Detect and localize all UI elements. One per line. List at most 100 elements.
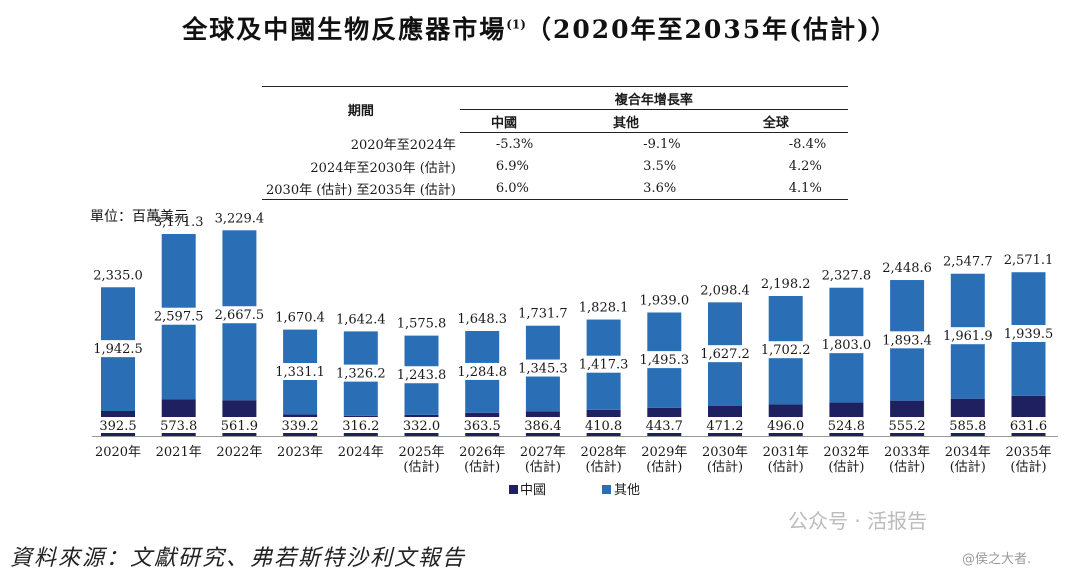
data-label-china: 443.7 (646, 419, 683, 434)
category-label: 2035年 (1005, 445, 1051, 460)
data-label-total: 1,670.4 (275, 311, 325, 326)
label-box-other (212, 306, 267, 324)
data-label-total: 2,547.7 (943, 255, 993, 270)
category-label: 2034年 (945, 445, 991, 460)
label-box-china (399, 417, 444, 433)
label-box-other (273, 362, 328, 380)
label-box-other (698, 345, 752, 363)
legend-swatch-china (509, 485, 518, 494)
label-box-china (338, 417, 383, 433)
category-label: 2026年 (459, 445, 505, 460)
data-label-total: 3,171.3 (154, 215, 204, 230)
data-label-other: 1,284.8 (457, 365, 507, 380)
data-label-total: 2,198.2 (761, 277, 811, 292)
data-label-other: 1,702.2 (761, 343, 811, 358)
category-label: 2020年 (95, 445, 141, 460)
category-label: 2032年 (823, 445, 869, 460)
data-label-china: 471.2 (706, 419, 743, 434)
data-label-china: 410.8 (585, 419, 622, 434)
data-label-total: 1,575.8 (397, 317, 447, 332)
label-box-china (703, 417, 747, 433)
title-main: 全球及中國生物反應器市場 (182, 15, 507, 44)
category-label: (估計) (586, 459, 622, 475)
category-label: (估計) (828, 459, 864, 475)
data-label-china: 363.5 (464, 419, 501, 434)
cagr-period: 2030年 (估計) 至2035年 (估計) (262, 177, 460, 200)
cagr-col-china: 中國 (459, 109, 549, 133)
category-label: 2028年 (581, 445, 627, 460)
label-box-other (758, 341, 813, 359)
category-label: (估計) (889, 459, 925, 475)
label-box-china (581, 417, 626, 433)
data-label-china: 561.9 (221, 419, 258, 434)
label-box-other (819, 336, 874, 354)
cagr-value: 6.0% (459, 177, 549, 200)
data-label-china: 573.8 (160, 419, 197, 434)
category-label: (估計) (768, 459, 804, 475)
category-label: (估計) (646, 459, 682, 475)
data-label-other: 1,331.1 (275, 365, 325, 380)
category-label: 2025年 (398, 445, 444, 460)
label-box-other (576, 355, 631, 373)
cagr-subheader-row: 中國 其他 全球 (262, 109, 848, 133)
category-label: 2027年 (520, 445, 566, 460)
label-box-china (520, 417, 565, 433)
category-label: 2031年 (763, 445, 809, 460)
data-label-china: 555.2 (888, 419, 925, 434)
source-note: 資料來源：文獻研究、弗若斯特沙利文報告 (10, 546, 467, 571)
cagr-value: 6.9% (495, 158, 529, 174)
cagr-table: 期間 複合年增長率 中國 其他 全球 2020年至2024年 -5.3% -9.… (262, 86, 848, 200)
data-label-total: 1,828.1 (579, 301, 629, 316)
cagr-row: 2020年至2024年 -5.3% -9.1% -8.4% (262, 133, 848, 156)
data-label-china: 496.0 (767, 419, 804, 434)
label-box-china (460, 417, 505, 433)
cagr-period: 2020年至2024年 (350, 138, 456, 154)
cagr-period: 2024年至2030年 (估計) (310, 160, 456, 176)
cagr-col-other: 其他 (548, 109, 704, 133)
label-box-other (333, 364, 388, 382)
data-label-total: 2,448.6 (882, 261, 932, 276)
cagr-value: 3.5% (643, 158, 677, 174)
label-box-china (642, 417, 687, 433)
data-label-other: 1,893.4 (882, 333, 932, 348)
data-label-other: 1,326.2 (336, 367, 386, 382)
cagr-row: 2024年至2030年 (估計) 6.9% 3.5% 4.2% (262, 155, 848, 177)
title-footnote: (1) (506, 17, 526, 32)
watermark-text: 公众号 · 活报告 (788, 509, 928, 533)
data-label-total: 1,939.0 (639, 293, 689, 308)
label-box-china (824, 417, 869, 433)
label-box-china (156, 417, 201, 433)
label-box-china (763, 417, 808, 433)
legend-label-china: 中國 (520, 483, 546, 498)
label-box-china (1006, 417, 1051, 433)
data-label-other: 2,667.5 (215, 308, 265, 323)
data-label-total: 2,327.8 (822, 269, 872, 284)
data-label-china: 524.8 (828, 419, 865, 434)
category-label: (估計) (707, 459, 743, 475)
data-label-other: 1,417.3 (579, 358, 629, 373)
data-label-total: 2,571.1 (1004, 253, 1054, 268)
data-label-other: 1,495.3 (639, 353, 689, 368)
label-box-other (880, 331, 935, 349)
label-box-china (278, 417, 323, 433)
label-box-other (151, 307, 206, 325)
cagr-value: -8.4% (788, 136, 827, 152)
cagr-row: 2030年 (估計) 至2035年 (估計) 6.0% 3.6% 4.1% (262, 177, 848, 200)
unit-label: 單位：百萬美元 (90, 209, 188, 225)
category-label: (估計) (464, 459, 500, 475)
category-label: 2024年 (338, 445, 384, 460)
data-label-china: 332.0 (403, 419, 440, 434)
cagr-group-header: 複合年增長率 (459, 86, 848, 110)
label-box-china (885, 417, 930, 433)
category-label: 2022年 (216, 445, 262, 460)
cagr-value: -9.1% (643, 136, 681, 152)
data-label-other: 1,627.2 (700, 347, 750, 362)
data-label-total: 1,731.7 (518, 307, 568, 322)
label-box-other (91, 340, 145, 358)
chart-title: 全球及中國生物反應器市場(1)（2020年至2035年(估計)） (0, 10, 1080, 46)
cagr-value: 4.2% (788, 158, 822, 174)
legend-swatch-other (602, 485, 611, 494)
label-box-other (394, 366, 449, 384)
data-label-total: 1,648.3 (457, 312, 507, 327)
